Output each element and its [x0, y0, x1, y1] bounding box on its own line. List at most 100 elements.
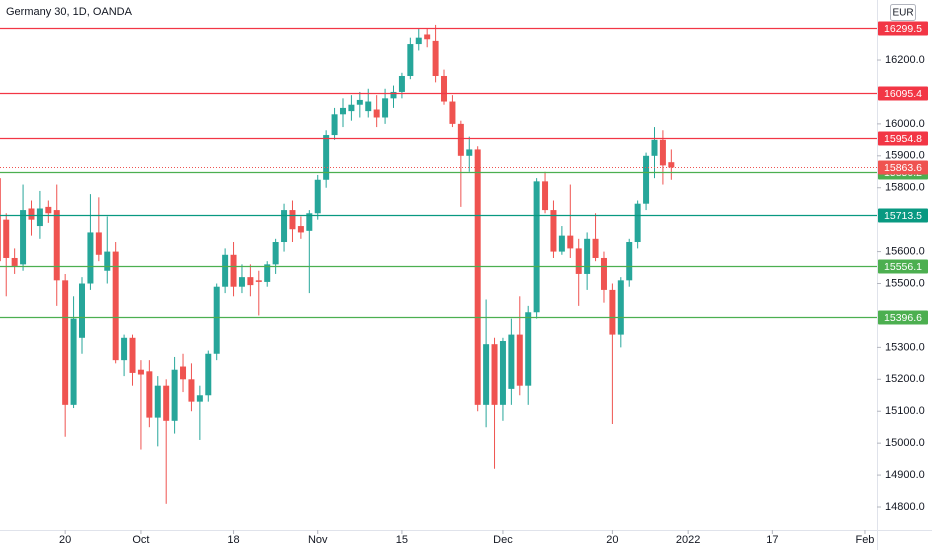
plot [0, 24, 877, 504]
level-label-box [878, 208, 928, 223]
candle-body [398, 75, 405, 92]
candle-body [104, 251, 111, 271]
candle-body [659, 139, 666, 166]
candle-body [339, 107, 346, 115]
candle-body [297, 226, 304, 233]
candle-body [205, 353, 212, 396]
candle-body [668, 162, 675, 168]
candle-body [129, 337, 136, 373]
candle-body [390, 91, 397, 99]
candle-body [525, 312, 532, 386]
level-label-box [878, 259, 928, 274]
y-tick-label: 15000.0 [885, 437, 925, 449]
y-tick-label: 15800.0 [885, 182, 925, 194]
y-tick-label: 16000.0 [885, 118, 925, 130]
level-label-box [878, 21, 928, 36]
candle-body [163, 385, 170, 421]
candle-body [230, 254, 237, 287]
candle-body [112, 251, 119, 361]
x-tick-label: 17 [766, 534, 778, 546]
candle-body [651, 139, 658, 156]
currency: EUR [892, 8, 913, 19]
candle-body [121, 337, 128, 361]
x-tick-label: Feb [855, 534, 874, 546]
candle-body [373, 109, 380, 118]
candle-body [323, 135, 330, 180]
x-tick-label: 15 [396, 534, 408, 546]
candle-body [36, 208, 43, 227]
candle-body [79, 283, 86, 338]
candle-body [62, 280, 69, 405]
candle-body [432, 40, 439, 76]
candle-body [53, 210, 60, 281]
currency-box [890, 4, 916, 21]
candle-body [306, 213, 313, 231]
candle-body [180, 366, 187, 380]
candle-body [457, 123, 464, 156]
x-tick-label: Dec [493, 534, 513, 546]
y-tick-label: 15900.0 [885, 150, 925, 162]
candle-body [70, 318, 77, 405]
x-tick-label: 2022 [676, 534, 700, 546]
candle-body [45, 206, 52, 214]
candle-body [281, 210, 288, 243]
candle-body [238, 277, 245, 287]
candle-body [365, 101, 372, 112]
level-label-box [878, 86, 928, 101]
candle-body [567, 235, 574, 249]
candle-body [483, 344, 490, 405]
candle-body [382, 98, 389, 118]
x-tick-label: Oct [132, 534, 149, 546]
candle-body [466, 149, 473, 156]
candle-body [609, 289, 616, 335]
candle-body [415, 37, 422, 45]
candle-body [499, 340, 506, 405]
candle-body [584, 238, 591, 274]
candle-body [247, 277, 254, 286]
y-tick-label: 14800.0 [885, 501, 925, 513]
x-tick-label: 20 [59, 534, 71, 546]
y-tick-label: 15500.0 [885, 277, 925, 289]
candle-body [331, 114, 338, 136]
y-tick-label: 15200.0 [885, 373, 925, 385]
candle-body [28, 208, 35, 220]
candle-body [643, 155, 650, 204]
candle-body [188, 379, 195, 402]
candle-body [0, 178, 1, 262]
level-label: 16299.5 [884, 23, 922, 35]
candle-body [600, 257, 607, 290]
candle-body [222, 254, 229, 287]
candle-body [87, 232, 94, 284]
candle-body [575, 248, 582, 274]
candle-body [171, 369, 178, 421]
level-label: 16095.4 [884, 88, 922, 100]
x-tick-label: Nov [308, 534, 328, 546]
candle-body [20, 210, 27, 265]
chart-title: Germany 30, 1D, OANDA [6, 6, 133, 18]
x-tick-label: 20 [606, 534, 618, 546]
candle-body [314, 179, 321, 214]
level-label: 15713.5 [884, 210, 922, 222]
candle-body [146, 371, 153, 418]
candle-body [196, 395, 203, 402]
level-label: 15863.6 [884, 162, 922, 174]
candle-body [356, 99, 363, 105]
candle-body [95, 232, 102, 255]
candle-body [289, 210, 296, 230]
candle-body [348, 104, 355, 112]
level-label-box [878, 160, 928, 175]
level-label: 15556.1 [884, 261, 922, 273]
level-label-box [878, 131, 928, 146]
candle-body [137, 369, 144, 375]
candle-body [407, 44, 414, 76]
candle-body [550, 210, 557, 252]
candle-body [3, 219, 10, 258]
candle-body [264, 264, 271, 282]
candle-body [11, 257, 18, 266]
x-tick-label: 18 [227, 534, 239, 546]
candle-body [542, 181, 549, 211]
y-tick-label: 14900.0 [885, 469, 925, 481]
candle-body [508, 334, 515, 389]
